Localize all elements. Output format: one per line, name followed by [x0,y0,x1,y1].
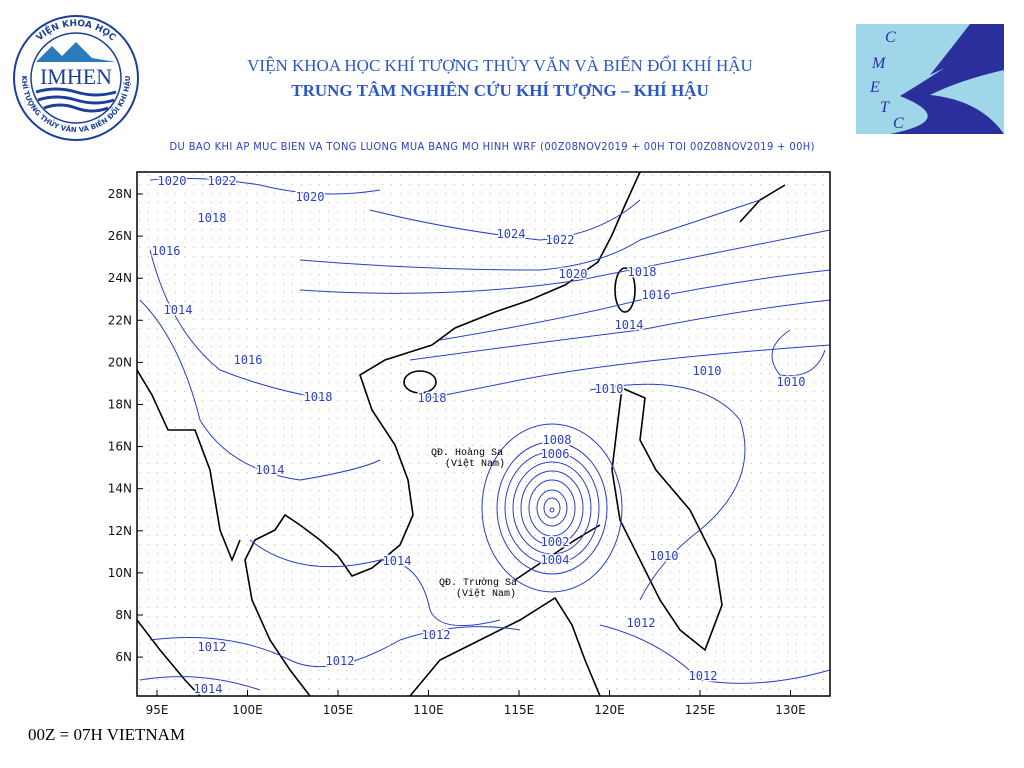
footer-note: 00Z = 07H VIETNAM [28,725,185,744]
lon-label: 105E [323,703,354,717]
lon-label: 120E [594,703,625,717]
lat-label: 26N [108,229,132,243]
logo-letter: C [885,29,896,46]
place-sub: (Việt Nam) [456,588,516,600]
lon-label: 125E [685,703,716,717]
logo-letter: T [880,99,890,116]
isobar-label: 1022 [546,233,575,247]
isobar-label: 1010 [777,375,806,389]
lat-label: 10N [108,566,132,580]
isobar-label: 1010 [650,549,679,563]
isobar-label: 1012 [689,669,718,683]
lat-label: 16N [108,440,132,454]
cmetc-logo [856,24,1004,134]
lat-label: 12N [108,524,132,538]
isobar-label: 1006 [541,447,570,461]
isobar-label: 1014 [164,303,193,317]
isobar-label: 1014 [615,318,644,332]
isobar-label: 1010 [693,364,722,378]
header-line1: VIỆN KHOA HỌC KHÍ TƯỢNG THỦY VĂN VÀ BIẾN… [247,55,753,75]
isobar-label: 1008 [543,433,572,447]
isobar-label: 1018 [304,390,333,404]
isobar-label: 1012 [627,616,656,630]
typhoon-center [481,423,623,593]
isobar-label: 1018 [628,265,657,279]
map-labels: CMETC28N26N24N22N20N18N16N14N12N10N8N6N9… [108,29,904,717]
lat-label: 6N [115,650,132,664]
lat-label: 28N [108,187,132,201]
header-line2: TRUNG TÂM NGHIÊN CỨU KHÍ TƯỢNG – KHÍ HẬU [291,81,708,100]
lon-label: 110E [413,703,444,717]
imhen-logo: IMHEN VIỆN KHOA HỌC KHÍ TƯỢNG THỦY VĂN V… [13,15,139,141]
isobar-label: 1014 [256,463,285,477]
place-sub: (Việt Nam) [445,458,505,470]
lon-label: 130E [775,703,806,717]
isobar-label: 1020 [296,190,325,204]
isobar-label: 1018 [198,211,227,225]
map-title: DU BAO KHI AP MUC BIEN VA TONG LUONG MUA… [170,140,815,153]
logo-letter: E [869,79,880,96]
logo-letter: C [893,115,904,132]
isobar-label: 1020 [559,267,588,281]
lat-label: 18N [108,398,132,412]
logo-name: IMHEN [40,64,112,89]
isobar-label: 1022 [208,174,237,188]
isobar-label: 1010 [595,382,624,396]
isobar-label: 1012 [422,628,451,642]
place-name: QĐ. Trường Sa [439,577,517,589]
lat-label: 14N [108,482,132,496]
isobar-label: 1014 [194,682,223,696]
isobar-label: 1004 [541,553,570,567]
lon-label: 95E [146,703,169,717]
place-name: QĐ. Hoàng Sa [431,447,503,459]
isobar-label: 1016 [642,288,671,302]
isobar-label: 1016 [152,244,181,258]
lon-label: 115E [504,703,535,717]
logo-letter: M [871,55,887,72]
isobar-label: 1024 [497,227,526,241]
isobar-label: 1018 [418,391,447,405]
isobar-label: 1014 [383,554,412,568]
isobar-label: 1012 [198,640,227,654]
lat-label: 20N [108,355,132,369]
lon-label: 100E [232,703,263,717]
isobar-label: 1002 [541,535,570,549]
lat-label: 8N [115,608,132,622]
isobar-label: 1016 [234,353,263,367]
lat-label: 24N [108,271,132,285]
isobars [139,177,831,691]
isobar-label: 1020 [158,174,187,188]
lat-label: 22N [108,313,132,327]
map [136,171,831,697]
isobar-label: 1012 [326,654,355,668]
